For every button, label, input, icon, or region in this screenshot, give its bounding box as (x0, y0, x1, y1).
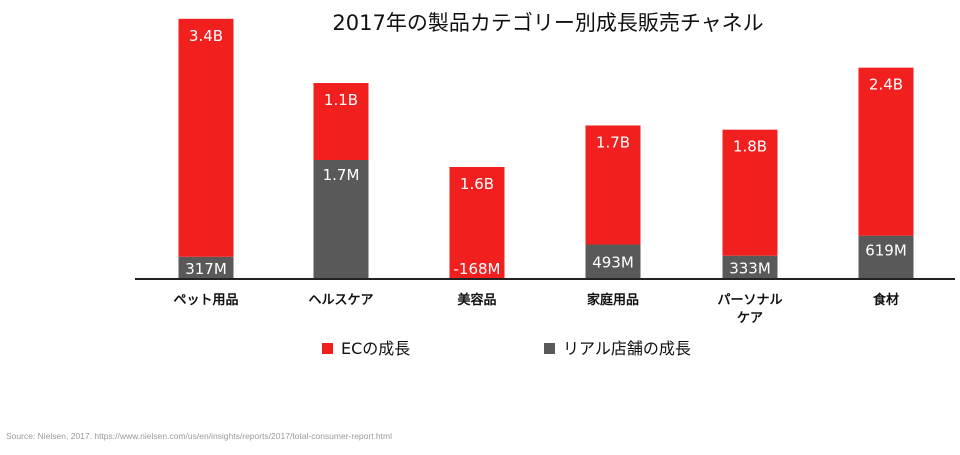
bar-ec-growth (178, 18, 234, 257)
data-label-store: 619M (865, 242, 907, 260)
x-tick-label: 食材 (873, 292, 899, 308)
x-tick-label: ヘルスケア (308, 293, 373, 308)
data-label-ec: 1.8B (733, 138, 767, 156)
legend[interactable]: ECの成長 リアル店舗の成長 (322, 339, 691, 358)
data-label-ec: 1.1B (324, 91, 358, 109)
x-tick-label: 家庭用品 (587, 292, 639, 308)
data-label-store: 317M (185, 260, 227, 278)
bar-ec-growth (722, 129, 778, 256)
chart-title: 2017年の製品カテゴリー別成長販売チャネル (332, 11, 763, 35)
legend-swatch (322, 343, 333, 354)
bar-store-growth (178, 256, 234, 279)
bar-ec-growth (858, 67, 914, 236)
bars-group: 3.4B 317M 1.1B 1.7M 1.6B -168M 1.7B 493M 1.8B 333… (178, 18, 914, 279)
bar-store-growth (722, 255, 778, 279)
x-tick-label: ペット用品 (173, 293, 238, 308)
legend-label[interactable]: ECの成長 (341, 339, 410, 358)
data-label-store: 1.7M (323, 166, 360, 184)
data-label-store: 493M (592, 254, 634, 272)
data-label-ec: 3.4B (189, 27, 223, 45)
bar-store-growth (313, 160, 369, 279)
x-tick-label: ケア (737, 311, 763, 326)
legend-swatch (544, 343, 555, 354)
data-label-ec: 1.6B (460, 175, 494, 193)
x-tick-label: パーソナル (717, 293, 782, 308)
bar-ec-growth (449, 167, 505, 279)
source-note: Source: Nielsen, 2017. https://www.niels… (6, 431, 392, 441)
bar-store-growth (858, 235, 914, 279)
data-label-store: 333M (729, 259, 771, 277)
bar-store-growth (585, 244, 641, 279)
bar-ec-growth (313, 83, 369, 160)
legend-label[interactable]: リアル店舗の成長 (563, 339, 691, 358)
data-label-store: -168M (454, 260, 501, 278)
data-label-ec: 2.4B (869, 76, 903, 94)
data-label-ec: 1.7B (596, 133, 630, 151)
bar-ec-growth (585, 125, 641, 245)
x-tick-label: 美容品 (457, 292, 496, 308)
